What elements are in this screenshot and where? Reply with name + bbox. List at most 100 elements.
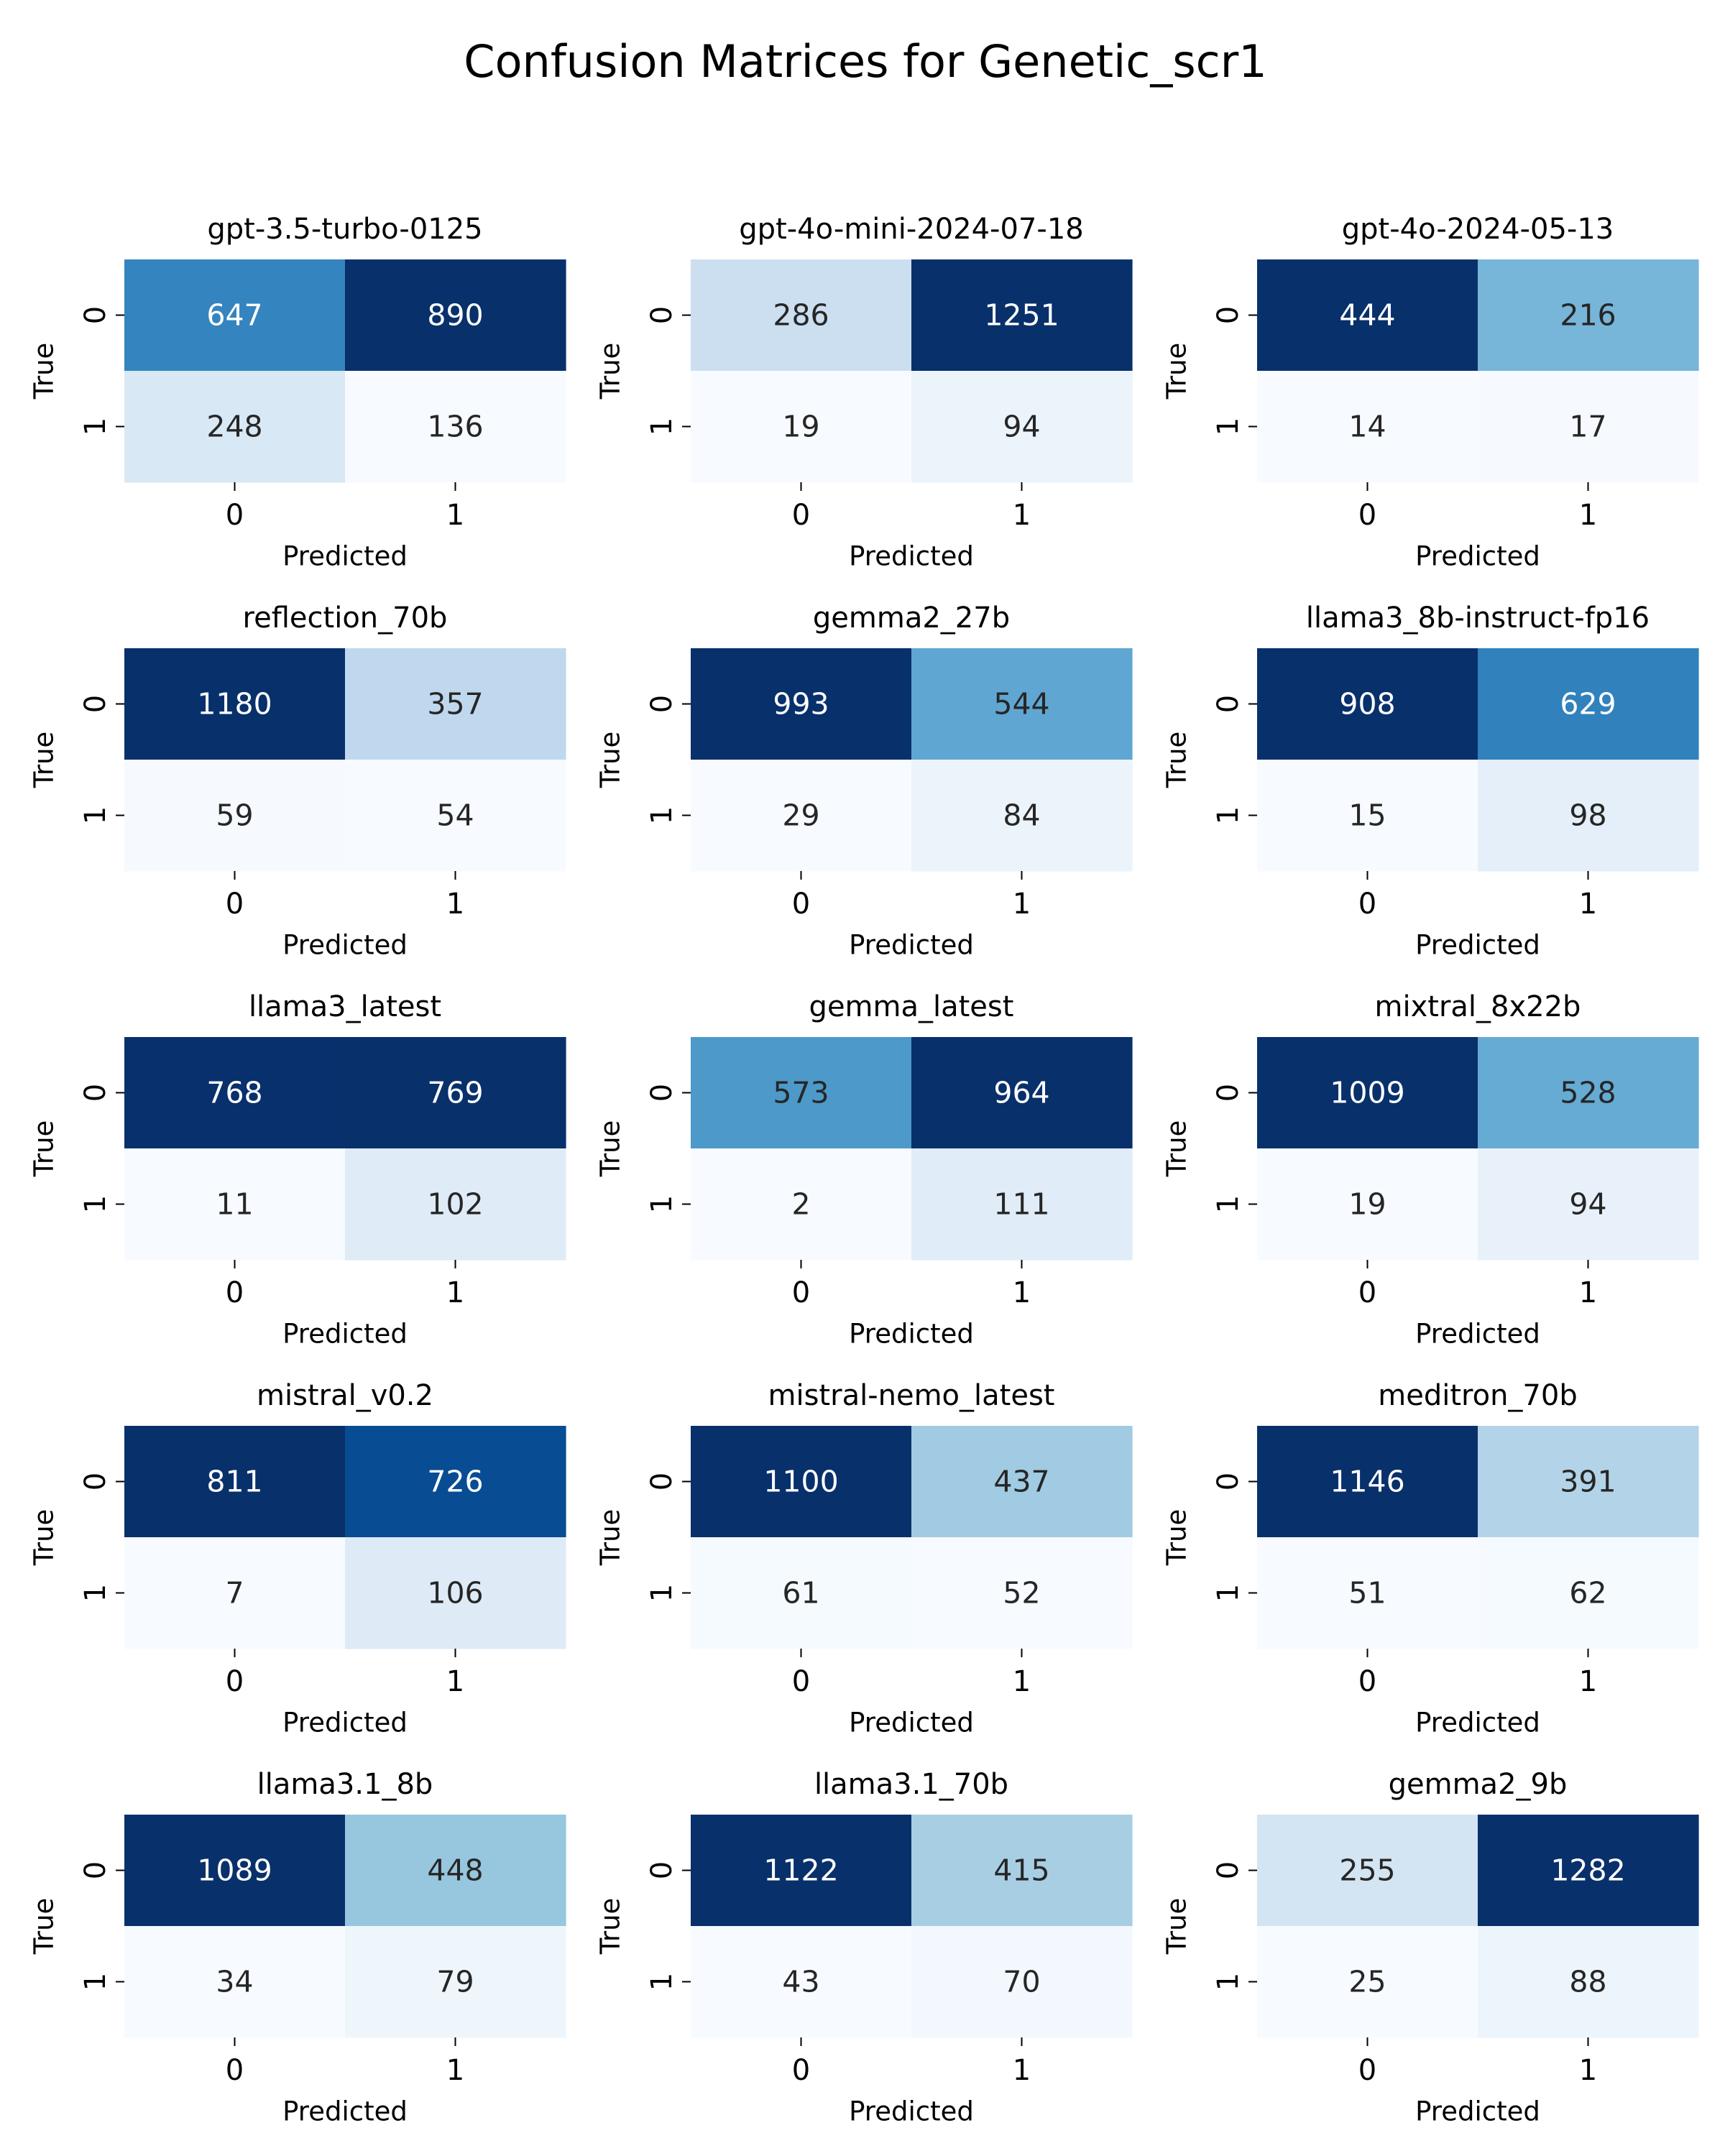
heatmap-panel: gpt-4o-mini-2024-07-18 286 1251 19 94 0 1 0 1 Pre…: [595, 213, 1133, 572]
panel-title: llama3_8b-instruct-fp16: [1306, 602, 1650, 635]
cell-value-label: 647: [206, 298, 262, 333]
y-tick-label: 1: [79, 806, 112, 824]
x-tick-label: 1: [1013, 1276, 1031, 1309]
cell-value-label: 768: [206, 1076, 262, 1110]
panel-title: gpt-3.5-turbo-0125: [207, 213, 482, 246]
heatmap-panel: gpt-3.5-turbo-0125 647 890 248 136 0 1 0 1 Predic…: [29, 213, 566, 572]
cell-value-label: 1100: [763, 1465, 838, 1499]
cell-value-label: 1251: [984, 298, 1059, 333]
x-tick-label: 0: [226, 1276, 244, 1309]
cell-value-label: 59: [216, 798, 253, 833]
cell-value-label: 11: [216, 1187, 253, 1222]
heatmap-panel: reflection_70b 1180 357 59 54 0 1 0 1 Predicted Tr…: [29, 602, 566, 961]
y-tick-label: 1: [645, 1195, 678, 1213]
panel-title: mixtral_8x22b: [1375, 990, 1581, 1023]
heatmap-cell: [1257, 760, 1478, 872]
y-axis-label: True: [29, 1120, 60, 1178]
cell-value-label: 908: [1339, 687, 1395, 722]
panel-title: gemma_latest: [809, 990, 1014, 1023]
heatmap-cell: [691, 1815, 912, 1927]
y-axis-label: True: [29, 343, 60, 400]
x-tick-label: 0: [792, 1665, 810, 1698]
heatmap-cell: [124, 1037, 346, 1149]
cell-value-label: 2: [791, 1187, 810, 1222]
heatmap-panel: mistral-nemo_latest 1100 437 61 52 0 1 0 1 Predic…: [595, 1379, 1133, 1738]
heatmap-panel: gpt-4o-2024-05-13 444 216 14 17 0 1 0 1 Predicted…: [1162, 213, 1699, 572]
cell-value-label: 391: [1560, 1465, 1616, 1499]
heatmap-cell: [345, 1037, 566, 1149]
cell-value-label: 52: [1003, 1576, 1040, 1611]
cell-value-label: 573: [773, 1076, 829, 1110]
y-tick-label: 1: [1212, 806, 1245, 824]
y-axis-label: True: [595, 1898, 626, 1955]
heatmap-cell: [911, 1537, 1133, 1649]
x-tick-label: 1: [1579, 1665, 1597, 1698]
x-axis-label: Predicted: [849, 1708, 974, 1738]
heatmap-cell: [1257, 1426, 1478, 1538]
heatmap-panel: gemma2_27b 993 544 29 84 0 1 0 1 Predicted True: [595, 602, 1133, 961]
x-tick-label: 1: [1579, 888, 1597, 921]
cell-value-label: 98: [1569, 798, 1606, 833]
x-tick-label: 1: [1579, 499, 1597, 532]
panel-title: llama3.1_8b: [257, 1768, 433, 1801]
cell-value-label: 357: [427, 687, 483, 722]
heatmap-cell: [1478, 259, 1699, 372]
x-tick-label: 1: [446, 2054, 464, 2087]
y-tick-label: 0: [645, 695, 678, 713]
y-tick-label: 1: [79, 418, 112, 436]
panel-title: llama3.1_70b: [814, 1768, 1008, 1801]
panel-title: gpt-4o-mini-2024-07-18: [739, 213, 1083, 246]
cell-value-label: 726: [427, 1465, 483, 1499]
heatmap-cell: [124, 648, 346, 760]
x-tick-label: 0: [226, 1665, 244, 1698]
x-tick-label: 0: [792, 888, 810, 921]
x-tick-label: 1: [1013, 1665, 1031, 1698]
cell-value-label: 79: [436, 1965, 474, 1999]
cell-value-label: 286: [773, 298, 829, 333]
cell-value-label: 43: [782, 1965, 819, 1999]
cell-value-label: 106: [427, 1576, 483, 1611]
x-axis-label: Predicted: [849, 930, 974, 961]
heatmap-cell: [1257, 1926, 1478, 2038]
heatmap-cell: [691, 1926, 912, 2038]
heatmap-cell: [1257, 371, 1478, 483]
heatmap-cell: [691, 1037, 912, 1149]
cell-value-label: 1009: [1330, 1076, 1404, 1110]
heatmap-cell: [911, 1148, 1133, 1261]
x-tick-label: 1: [1579, 2054, 1597, 2087]
y-tick-label: 0: [1212, 1861, 1245, 1879]
y-tick-label: 0: [645, 306, 678, 324]
y-tick-label: 1: [1212, 1195, 1245, 1213]
cell-value-label: 255: [1339, 1853, 1395, 1888]
heatmap-cell: [691, 371, 912, 483]
y-tick-label: 1: [79, 1584, 112, 1602]
y-axis-label: True: [1162, 1509, 1192, 1567]
y-tick-label: 1: [645, 1584, 678, 1602]
heatmap-cell: [124, 371, 346, 483]
heatmap-cell: [691, 259, 912, 372]
heatmap-cell: [345, 1426, 566, 1538]
cell-value-label: 70: [1003, 1965, 1040, 1999]
heatmap-cell: [911, 648, 1133, 760]
y-axis-label: True: [595, 343, 626, 400]
heatmap-cell: [1257, 259, 1478, 372]
heatmap-panels: gpt-3.5-turbo-0125 647 890 248 136 0 1 0 1 Predic…: [29, 213, 1699, 2127]
cell-value-label: 528: [1560, 1076, 1616, 1110]
x-tick-label: 0: [1358, 499, 1376, 532]
cell-value-label: 993: [773, 687, 829, 722]
heatmap-cell: [1257, 648, 1478, 760]
y-tick-label: 1: [1212, 1584, 1245, 1602]
cell-value-label: 14: [1348, 410, 1386, 444]
heatmap-cell: [911, 259, 1133, 372]
y-tick-label: 1: [1212, 418, 1245, 436]
cell-value-label: 444: [1339, 298, 1395, 333]
heatmap-cell: [911, 371, 1133, 483]
x-axis-label: Predicted: [1415, 1319, 1540, 1350]
cell-value-label: 890: [427, 298, 483, 333]
heatmap-cell: [345, 1148, 566, 1261]
cell-value-label: 88: [1569, 1965, 1606, 1999]
y-tick-label: 1: [79, 1195, 112, 1213]
x-tick-label: 1: [446, 888, 464, 921]
cell-value-label: 216: [1560, 298, 1616, 333]
